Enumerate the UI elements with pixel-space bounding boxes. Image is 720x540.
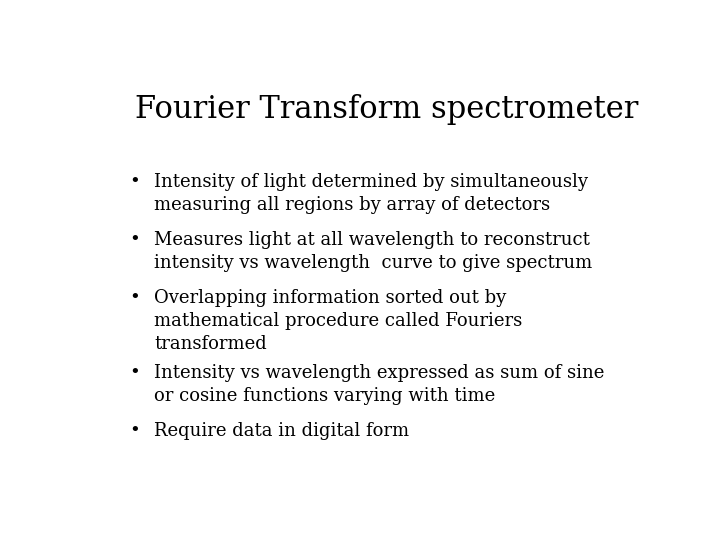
Text: Fourier Transform spectrometer: Fourier Transform spectrometer (135, 94, 638, 125)
Text: •: • (129, 289, 140, 307)
Text: Intensity vs wavelength expressed as sum of sine
or cosine functions varying wit: Intensity vs wavelength expressed as sum… (154, 364, 605, 405)
Text: •: • (129, 231, 140, 249)
Text: •: • (129, 364, 140, 382)
Text: Intensity of light determined by simultaneously
measuring all regions by array o: Intensity of light determined by simulta… (154, 173, 588, 214)
Text: Measures light at all wavelength to reconstruct
intensity vs wavelength  curve t: Measures light at all wavelength to reco… (154, 231, 593, 272)
Text: Require data in digital form: Require data in digital form (154, 422, 409, 441)
Text: •: • (129, 422, 140, 441)
Text: Overlapping information sorted out by
mathematical procedure called Fouriers
tra: Overlapping information sorted out by ma… (154, 289, 523, 353)
Text: •: • (129, 173, 140, 191)
